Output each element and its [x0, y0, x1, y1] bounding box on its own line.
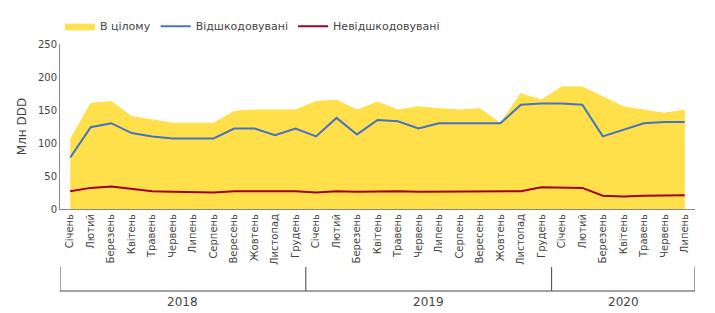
svg-text:100: 100: [38, 138, 57, 149]
svg-text:Невідшкодовувані: Невідшкодовувані: [333, 20, 439, 33]
svg-text:Серпень: Серпень: [454, 214, 465, 259]
svg-text:Квітень: Квітень: [126, 214, 137, 254]
svg-text:2019: 2019: [413, 295, 444, 309]
svg-text:Вересень: Вересень: [228, 214, 239, 264]
svg-text:Серпень: Серпень: [208, 214, 219, 259]
svg-text:Відшкодовувані: Відшкодовувані: [196, 20, 288, 33]
svg-text:Листопад: Листопад: [515, 214, 526, 265]
svg-text:Березень: Березень: [105, 214, 116, 264]
svg-text:Лютий: Лютий: [331, 214, 342, 249]
svg-text:Червень: Червень: [659, 214, 670, 258]
svg-text:Січень: Січень: [64, 214, 75, 248]
svg-text:Березень: Березень: [597, 214, 608, 264]
svg-text:250: 250: [38, 39, 57, 50]
svg-text:Лютий: Лютий: [577, 214, 588, 249]
svg-text:Листопад: Листопад: [269, 214, 280, 265]
svg-text:Липень: Липень: [187, 214, 198, 253]
svg-text:Березень: Березень: [351, 214, 362, 264]
svg-text:Квітень: Квітень: [618, 214, 629, 254]
svg-text:Липень: Липень: [433, 214, 444, 253]
svg-text:Січень: Січень: [310, 214, 321, 248]
svg-text:В цілому: В цілому: [100, 20, 151, 33]
svg-text:2018: 2018: [167, 295, 198, 309]
svg-text:0: 0: [51, 204, 57, 215]
svg-text:Травень: Травень: [146, 214, 157, 258]
svg-text:Жовтень: Жовтень: [249, 214, 260, 261]
svg-text:2020: 2020: [608, 295, 639, 309]
svg-text:Жовтень: Жовтень: [495, 214, 506, 261]
svg-text:Травень: Травень: [392, 214, 403, 258]
svg-text:Грудень: Грудень: [290, 214, 301, 258]
svg-text:50: 50: [44, 171, 57, 182]
svg-text:Червень: Червень: [167, 214, 178, 258]
svg-text:Млн DDD: Млн DDD: [15, 98, 29, 155]
svg-text:Лютий: Лютий: [85, 214, 96, 249]
svg-text:Травень: Травень: [638, 214, 649, 258]
svg-text:Квітень: Квітень: [372, 214, 383, 254]
svg-text:Червень: Червень: [413, 214, 424, 258]
svg-text:150: 150: [38, 105, 57, 116]
svg-text:Вересень: Вересень: [474, 214, 485, 264]
svg-text:Грудень: Грудень: [536, 214, 547, 258]
svg-text:200: 200: [38, 72, 57, 83]
svg-text:Січень: Січень: [556, 214, 567, 248]
svg-text:Липень: Липень: [679, 214, 690, 253]
